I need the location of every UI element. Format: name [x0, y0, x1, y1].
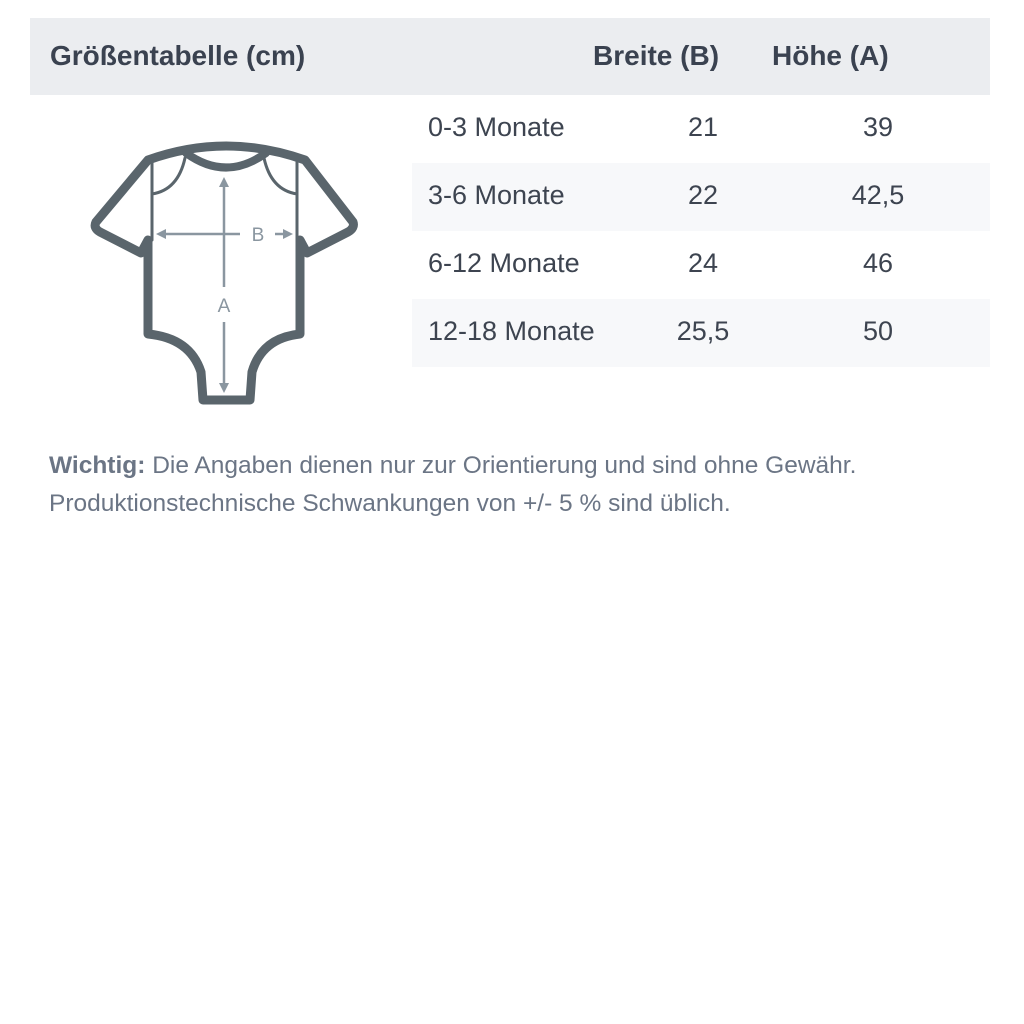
label-a: A — [218, 296, 231, 317]
measurement-arrows — [156, 177, 293, 393]
width-value: 24 — [687, 248, 719, 278]
size-label: 12-18 Monate — [428, 316, 595, 346]
size-label: 6-12 Monate — [428, 248, 580, 278]
note-label: Wichtig: — [49, 452, 146, 479]
height-value: 39 — [862, 112, 894, 142]
bodysuit-neckline — [182, 149, 270, 172]
column-header-width: Breite (B) — [593, 40, 720, 71]
bodysuit-diagram: B A — [90, 141, 358, 405]
size-label: 0-3 Monate — [428, 112, 565, 142]
height-value: 50 — [862, 316, 894, 346]
table-row: 0-3 Monate 21 39 — [412, 95, 990, 163]
table-row: 6-12 Monate 24 46 — [412, 231, 990, 299]
size-label: 3-6 Monate — [428, 180, 565, 210]
note-line-1: Die Angaben dienen nur zur Orientierung … — [145, 452, 857, 479]
width-value: 22 — [687, 180, 719, 210]
width-value: 21 — [687, 112, 719, 142]
disclaimer-note: Wichtig: Die Angaben dienen nur zur Orie… — [49, 447, 856, 523]
table-header: Größentabelle (cm) Breite (B) Höhe (A) — [30, 18, 990, 95]
table-row: 12-18 Monate 25,5 50 — [412, 299, 990, 367]
table-title: Größentabelle (cm) — [50, 40, 306, 71]
bodysuit-seam-left — [150, 156, 187, 242]
height-value: 42,5 — [851, 180, 905, 210]
width-value: 25,5 — [676, 316, 730, 346]
table-row: 3-6 Monate 22 42,5 — [412, 163, 990, 231]
label-b: B — [252, 225, 265, 246]
column-header-height: Höhe (A) — [772, 40, 889, 71]
bodysuit-seam-right — [262, 156, 299, 242]
note-line-2: Produktionstechnische Schwankungen von +… — [49, 490, 731, 517]
bodysuit-outline — [90, 141, 358, 405]
height-value: 46 — [862, 248, 894, 278]
